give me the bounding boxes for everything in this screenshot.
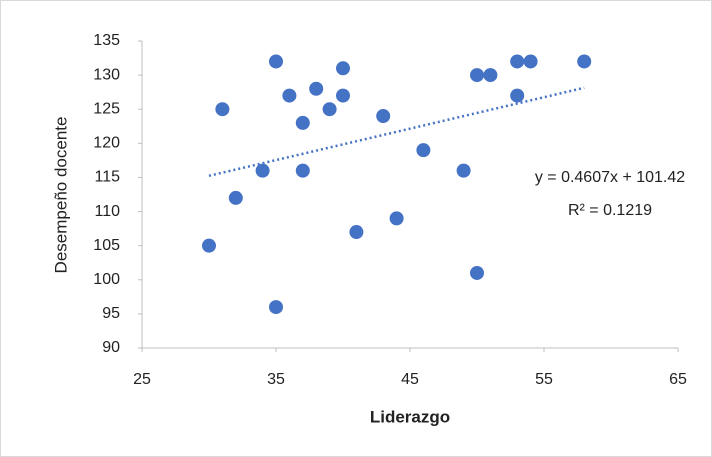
point xyxy=(295,163,310,178)
trendline-r-squared: R² = 0.1219 xyxy=(568,202,652,219)
y-axis-label: Desempeño docente xyxy=(51,117,70,274)
y-tick-label: 105 xyxy=(93,237,120,254)
y-tick-label: 95 xyxy=(102,305,120,322)
point xyxy=(202,238,216,253)
point xyxy=(577,54,592,69)
point xyxy=(349,225,364,240)
trendline-equation: y = 0.4607x + 101.42 xyxy=(535,169,685,186)
trendline xyxy=(208,86,585,178)
point xyxy=(309,81,324,96)
point xyxy=(510,54,525,69)
x-tick-label: 65 xyxy=(669,371,687,388)
y-tick-label: 90 xyxy=(102,339,120,356)
y-tick-label: 130 xyxy=(93,66,120,83)
point xyxy=(510,88,525,103)
point xyxy=(269,54,283,69)
point xyxy=(295,115,310,130)
y-tick-label: 110 xyxy=(94,203,120,220)
x-tick-label: 25 xyxy=(133,371,151,388)
x-axis-label: Liderazgo xyxy=(370,407,450,426)
y-tick-label: 120 xyxy=(93,135,120,152)
y-tick-label: 100 xyxy=(93,271,120,288)
point xyxy=(228,190,243,205)
point xyxy=(456,163,471,178)
y-tick-label: 115 xyxy=(94,169,120,186)
point xyxy=(322,102,337,117)
point xyxy=(523,54,538,69)
point xyxy=(376,109,391,124)
point xyxy=(389,211,404,226)
x-tick-label: 45 xyxy=(401,371,419,388)
point xyxy=(470,265,484,280)
point xyxy=(282,88,297,103)
y-tick-label: 135 xyxy=(93,32,120,49)
x-tick-label: 35 xyxy=(267,371,285,388)
y-tick-label: 125 xyxy=(93,100,120,117)
point xyxy=(336,88,350,103)
point xyxy=(255,163,270,178)
point xyxy=(470,68,484,83)
point xyxy=(215,102,230,117)
point xyxy=(269,300,283,315)
point xyxy=(483,68,498,83)
point xyxy=(336,61,350,76)
point xyxy=(416,143,431,158)
x-tick-label: 55 xyxy=(535,371,553,388)
